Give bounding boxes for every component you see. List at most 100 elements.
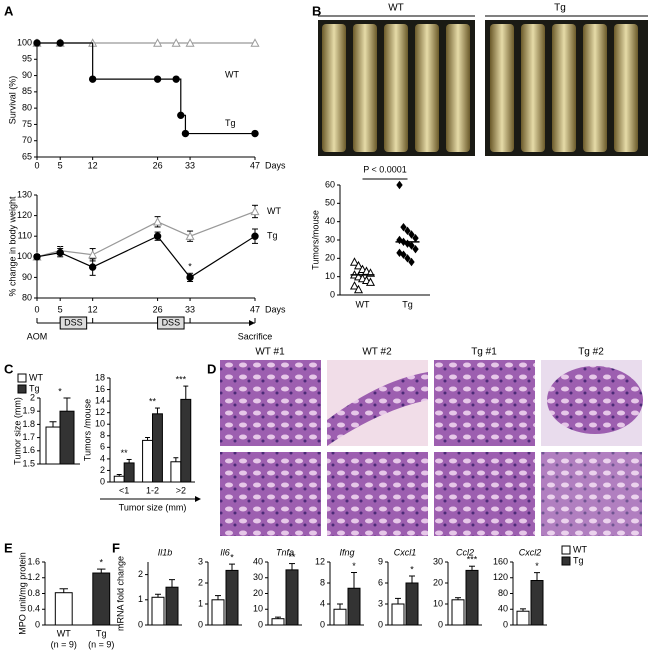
marker bbox=[153, 217, 163, 226]
x-tick-label: >2 bbox=[176, 485, 186, 495]
y-tick-label: 0 bbox=[330, 289, 335, 299]
y-tick-label: 75 bbox=[22, 119, 32, 129]
legend-label: Tg bbox=[29, 383, 40, 393]
y-tick-label: 1.7 bbox=[22, 432, 35, 442]
y-tick-label: 130 bbox=[17, 189, 32, 199]
y-tick-label: 70 bbox=[22, 135, 32, 145]
x-tick-label: 47 bbox=[250, 160, 260, 170]
y-tick-label: 0.4 bbox=[27, 604, 40, 614]
x-tick-note: (n = 9) bbox=[88, 639, 114, 649]
y-tick-label: 80 bbox=[22, 103, 32, 113]
y-tick-label: 1 bbox=[198, 598, 203, 608]
y-tick-label: 9 bbox=[378, 556, 383, 566]
marker bbox=[353, 260, 364, 270]
panel-label: B bbox=[312, 3, 321, 18]
significance: * bbox=[99, 557, 103, 567]
y-tick-label: 30 bbox=[253, 572, 263, 582]
y-tick-label: 95 bbox=[22, 54, 32, 64]
y-tick-label: 110 bbox=[18, 231, 32, 241]
colon-photo bbox=[353, 24, 377, 152]
significance: ** bbox=[121, 448, 129, 458]
y-tick-label: 0 bbox=[198, 619, 203, 629]
histology-image bbox=[220, 360, 321, 446]
bar bbox=[59, 410, 75, 465]
marker bbox=[251, 129, 259, 138]
marker bbox=[185, 38, 195, 47]
bar bbox=[516, 610, 530, 626]
legend-label: WT bbox=[573, 544, 587, 554]
colon-photos: WT Tg bbox=[318, 3, 648, 156]
x-tick-label: 0 bbox=[34, 304, 39, 314]
y-tick-label: 40 bbox=[325, 216, 335, 226]
x-tick-label: 26 bbox=[153, 160, 163, 170]
bar bbox=[451, 599, 465, 626]
legend-label: Tg bbox=[573, 555, 584, 565]
bar bbox=[225, 569, 239, 626]
y-tick-label: 90 bbox=[22, 272, 32, 282]
y-tick-label: 1.5 bbox=[22, 458, 35, 468]
y-tick-label: 0 bbox=[138, 619, 143, 629]
marker bbox=[172, 75, 180, 83]
legend-swatch bbox=[561, 556, 571, 566]
x-tick-label: 5 bbox=[58, 304, 63, 314]
marker bbox=[412, 233, 419, 243]
x-tick-label: 33 bbox=[185, 160, 195, 170]
colon-photo bbox=[384, 24, 408, 152]
annotation: P < 0.0001 bbox=[363, 164, 407, 174]
y-tick-label: 30 bbox=[433, 556, 443, 566]
marker bbox=[349, 257, 360, 266]
panel-label: D bbox=[207, 361, 216, 376]
y-tick-label: 1 bbox=[138, 594, 143, 604]
y-tick-label: 60 bbox=[325, 179, 335, 189]
bar bbox=[465, 569, 479, 626]
histology-image bbox=[541, 452, 642, 536]
marker bbox=[186, 273, 194, 282]
y-tick-label: 3 bbox=[378, 598, 383, 608]
marker bbox=[33, 39, 41, 47]
bar bbox=[180, 398, 192, 483]
bar bbox=[333, 608, 347, 626]
colon-photo bbox=[415, 24, 439, 152]
y-tick-label: 1.8 bbox=[22, 419, 35, 429]
x-tick-label: 47 bbox=[250, 304, 260, 314]
x-tick-label: 0 bbox=[34, 160, 39, 170]
histology-image bbox=[547, 366, 643, 434]
y-tick-label: 160 bbox=[493, 556, 508, 566]
significance: *** bbox=[176, 374, 187, 384]
x-tick-label: WT bbox=[57, 628, 71, 638]
legend-swatch bbox=[17, 373, 27, 383]
marker bbox=[153, 232, 162, 240]
y-tick-label: 4 bbox=[100, 453, 105, 463]
group-label: Tg bbox=[554, 3, 566, 14]
x-axis-label: Tumor size (mm) bbox=[119, 502, 187, 512]
x-tick-label: 1-2 bbox=[146, 485, 159, 495]
histology-image bbox=[327, 452, 428, 536]
series-label: Tg bbox=[225, 118, 236, 128]
y-axis-label: Tumor size (mm) bbox=[12, 397, 22, 465]
y-axis-label: Survival (%) bbox=[7, 76, 17, 125]
y-axis-label: Tumors/mouse bbox=[310, 210, 320, 270]
y-axis-label: MPO unit/mg protein bbox=[17, 552, 27, 635]
y-tick-label: 12 bbox=[315, 556, 325, 566]
y-tick-label: 3 bbox=[198, 556, 203, 566]
bar bbox=[285, 569, 299, 626]
timeline-label: DSS bbox=[162, 317, 181, 327]
marker bbox=[408, 230, 415, 239]
histology-label: Tg #1 bbox=[471, 347, 497, 358]
y-tick-label: 14 bbox=[95, 395, 105, 405]
significance: ** bbox=[288, 552, 296, 562]
bar bbox=[271, 618, 285, 626]
marker bbox=[408, 257, 415, 267]
bar bbox=[170, 461, 182, 483]
gene-title: Ifng bbox=[339, 547, 354, 557]
marker bbox=[396, 235, 403, 245]
y-tick-label: 2 bbox=[30, 392, 35, 402]
panel-label: F bbox=[112, 540, 120, 555]
histology-label: WT #2 bbox=[362, 347, 392, 358]
legend-swatch bbox=[17, 384, 27, 394]
y-tick-label: 40 bbox=[253, 556, 263, 566]
y-tick-label: 0 bbox=[503, 619, 508, 629]
marker bbox=[400, 222, 407, 232]
y-tick-label: 30 bbox=[325, 234, 335, 244]
